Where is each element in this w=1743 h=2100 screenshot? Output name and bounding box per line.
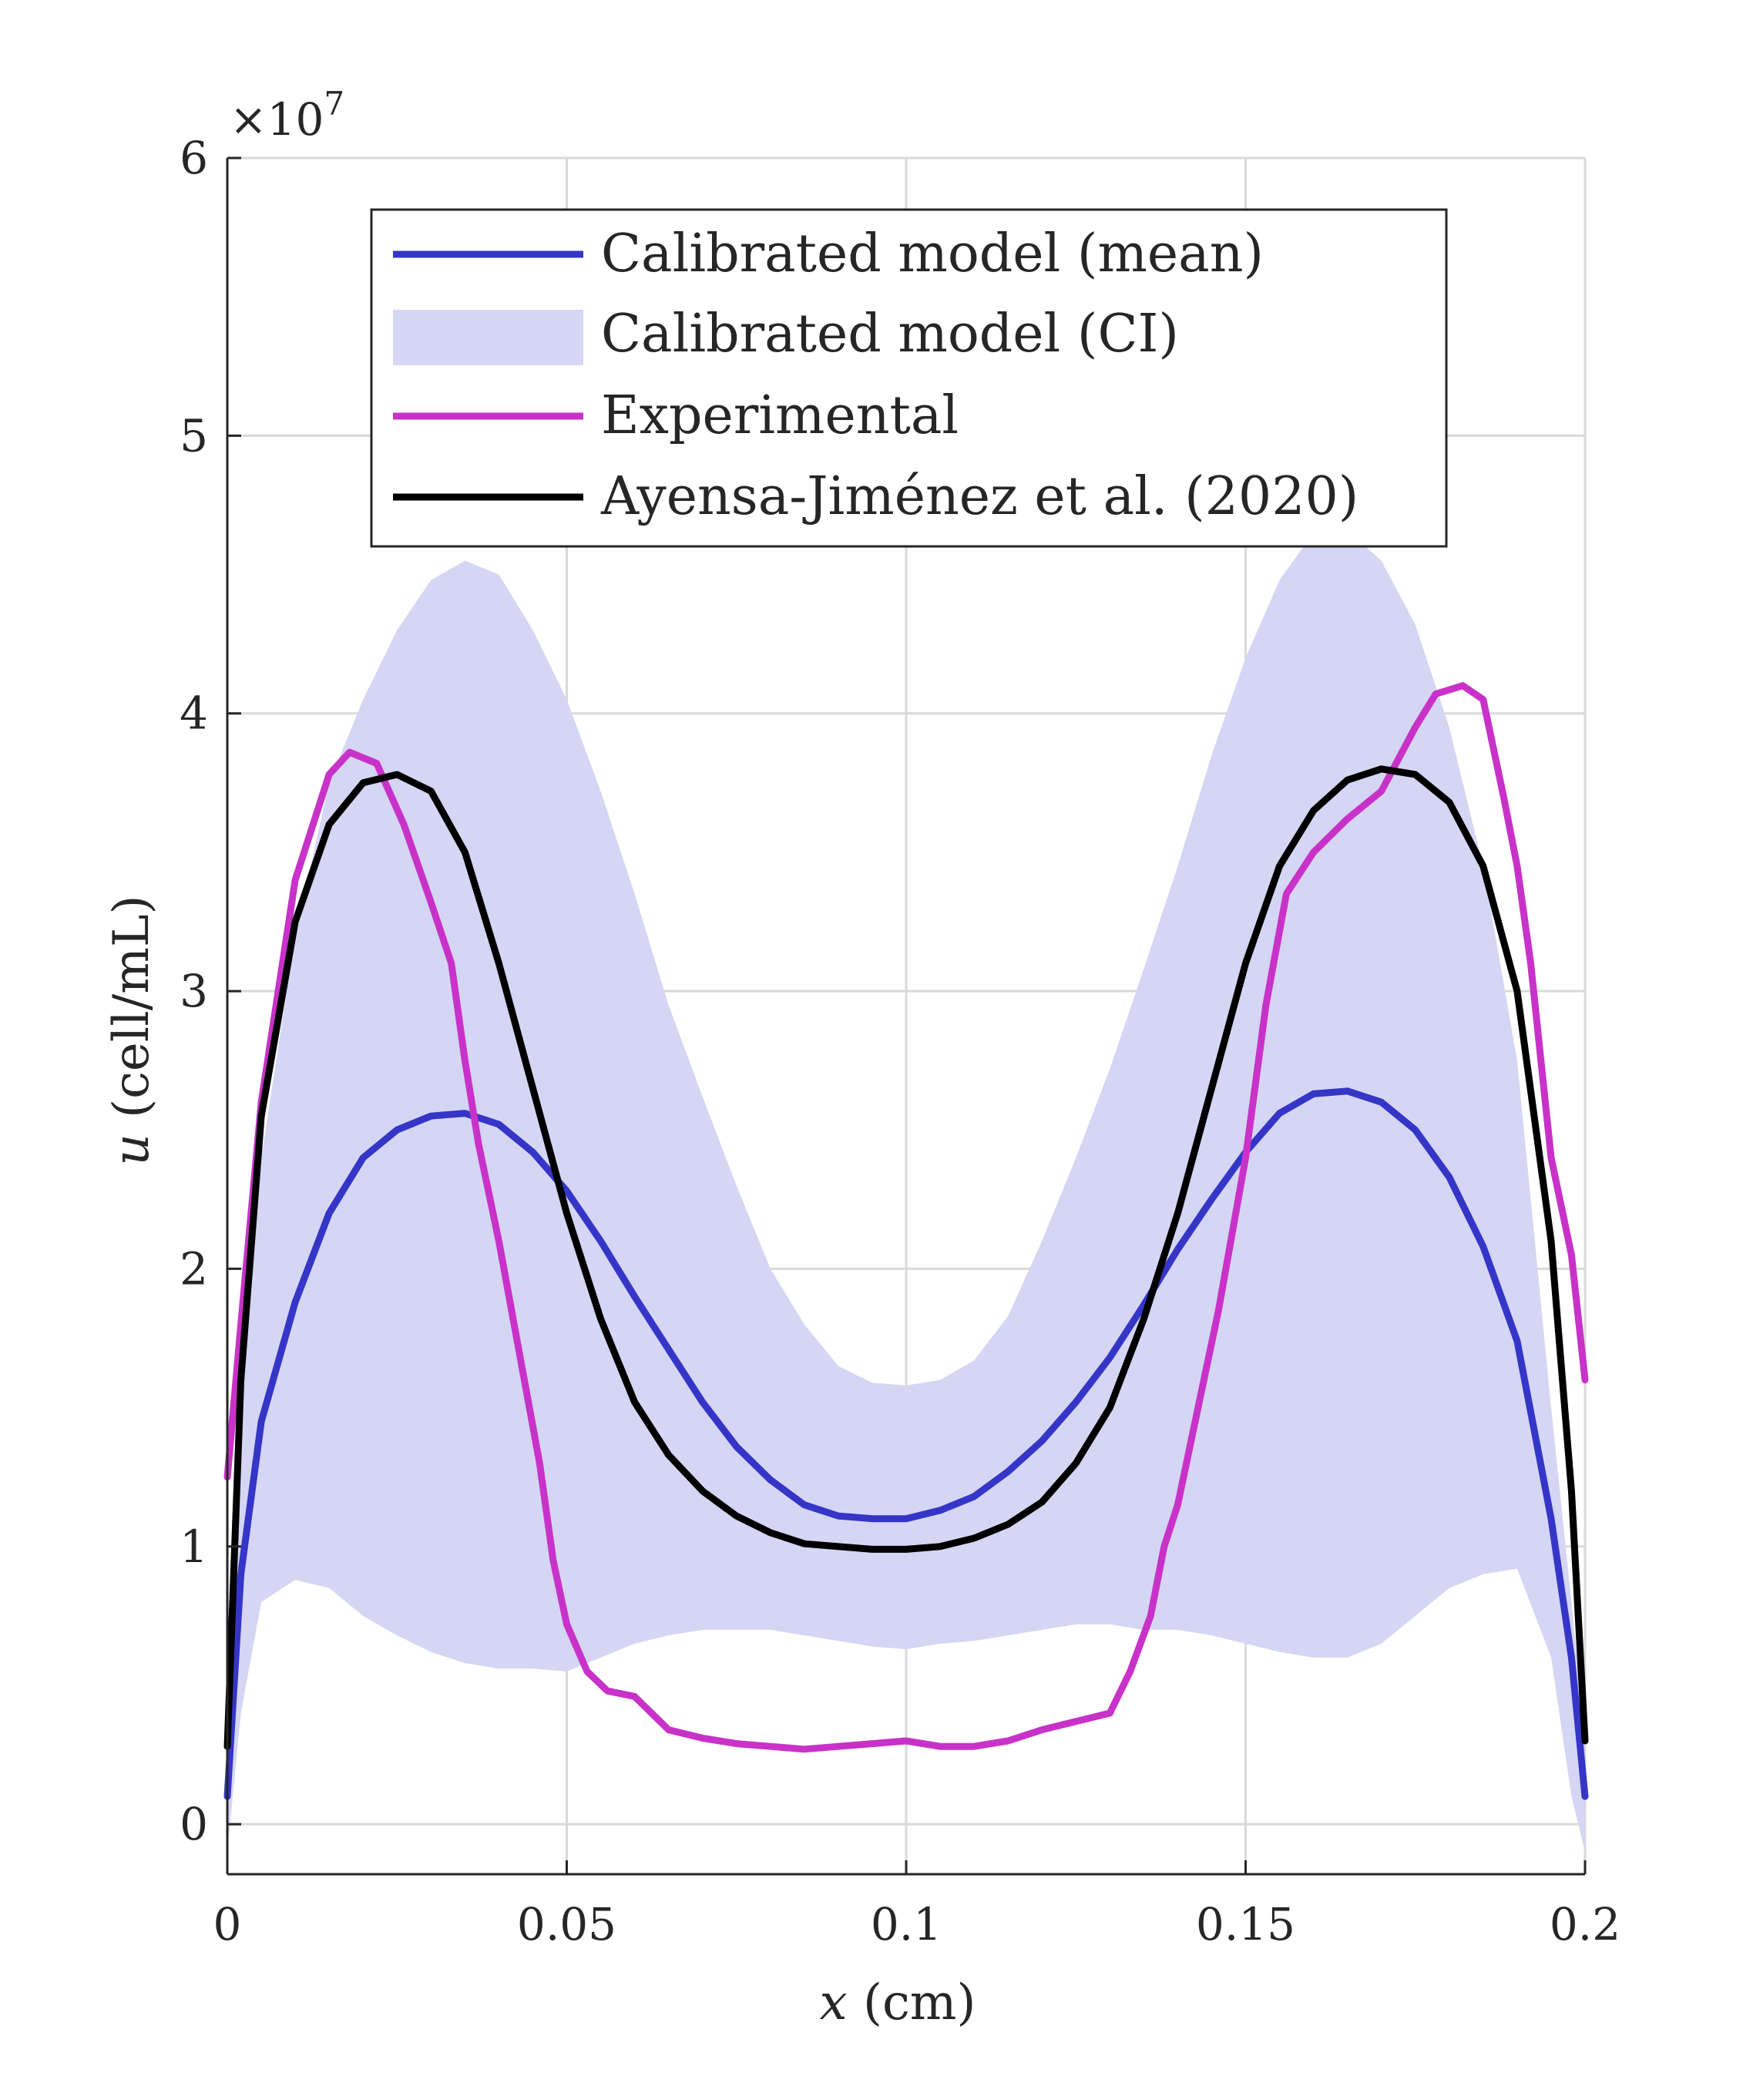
- y-exponent-label: ×107: [230, 85, 344, 146]
- y-tick-label-6: 6: [180, 132, 208, 184]
- x-tick-label-3: 0.15: [1196, 1898, 1295, 1950]
- y-tick-label-5: 5: [180, 409, 208, 462]
- y-tick-label-4: 4: [180, 687, 208, 740]
- axes: [226, 156, 1587, 1876]
- y-axis-label: u (cell/mL): [103, 895, 160, 1166]
- legend-box: [370, 208, 1448, 548]
- x-tick-label-1: 0.05: [517, 1898, 616, 1950]
- series-line-ayensa: [223, 765, 1589, 1750]
- series-line-experimental: [223, 682, 1589, 1753]
- legend-label-mean: Calibrated model (mean): [601, 223, 1264, 284]
- legend: Calibrated model (mean) Calibrated model…: [370, 208, 1448, 548]
- x-axis-label: x (cm): [820, 1974, 976, 2031]
- ci-band: [227, 529, 1585, 1853]
- y-tick-label-2: 2: [180, 1242, 208, 1295]
- legend-label-ci: Calibrated model (CI): [601, 304, 1179, 365]
- x-tick-label-4: 0.2: [1550, 1898, 1620, 1950]
- x-tick-label-0: 0: [213, 1898, 242, 1950]
- series-lines: [223, 682, 1589, 1800]
- tick-labels: 0 0.05 0.1 0.15 0.2 0 1 2 3 4 5 6: [180, 132, 1620, 1950]
- legend-label-ayensa: Ayensa-Jiménez et al. (2020): [600, 466, 1358, 527]
- ci-band-layer: [227, 529, 1585, 1853]
- series-line-mean: [223, 1087, 1589, 1800]
- legend-swatch-ci: [393, 310, 583, 365]
- x-tick-label-2: 0.1: [871, 1898, 942, 1950]
- legend-label-experimental: Experimental: [601, 385, 959, 446]
- y-tick-label-0: 0: [180, 1798, 208, 1850]
- y-tick-label-1: 1: [180, 1520, 208, 1573]
- y-tick-label-3: 3: [180, 965, 208, 1017]
